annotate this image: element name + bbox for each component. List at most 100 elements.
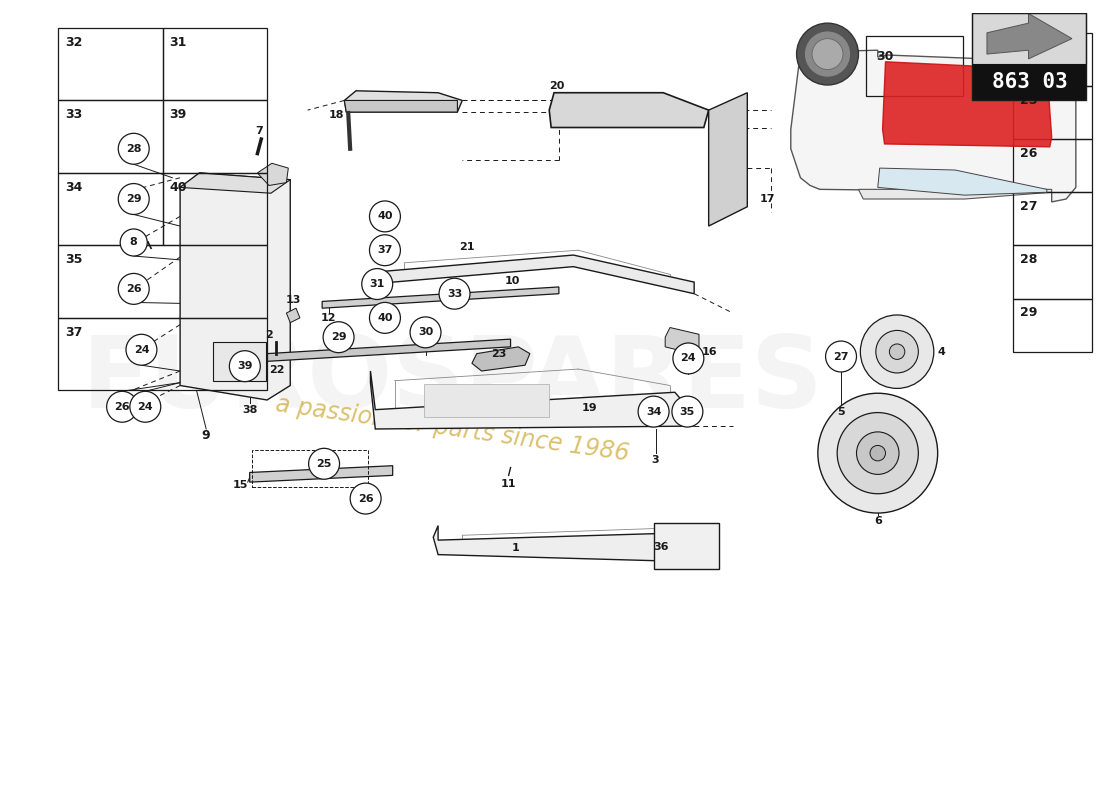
Text: 13: 13: [286, 295, 300, 306]
Text: 20: 20: [549, 81, 564, 90]
Circle shape: [857, 432, 899, 474]
Circle shape: [796, 23, 858, 85]
Polygon shape: [666, 327, 698, 352]
Circle shape: [890, 344, 905, 359]
Bar: [163, 173, 267, 246]
Text: 3: 3: [651, 455, 659, 465]
Text: 26: 26: [125, 284, 142, 294]
Circle shape: [309, 448, 340, 479]
Text: 16: 16: [702, 346, 717, 357]
Circle shape: [826, 341, 857, 372]
Bar: [58, 246, 267, 318]
Text: 2: 2: [265, 330, 273, 340]
Polygon shape: [858, 190, 1052, 199]
Text: 39: 39: [238, 361, 253, 371]
Text: 7: 7: [255, 126, 263, 136]
Circle shape: [1024, 46, 1056, 78]
Bar: [58, 173, 163, 246]
Bar: [1013, 246, 1092, 298]
Text: EUROSPARES: EUROSPARES: [81, 332, 824, 429]
Text: 24: 24: [138, 402, 153, 412]
Bar: [1013, 298, 1092, 352]
Circle shape: [119, 274, 150, 304]
Text: 39: 39: [169, 108, 187, 121]
Text: 27: 27: [1020, 200, 1037, 213]
Text: 26: 26: [1020, 147, 1037, 160]
Text: 26: 26: [114, 402, 130, 412]
Bar: [1013, 139, 1092, 192]
Circle shape: [410, 317, 441, 348]
Text: 17: 17: [760, 194, 775, 204]
Text: 863 03: 863 03: [991, 72, 1067, 92]
Bar: [972, 14, 1087, 64]
Text: 8: 8: [130, 238, 138, 247]
Bar: [213, 342, 266, 381]
Text: 40: 40: [377, 313, 393, 323]
Text: 18: 18: [329, 110, 344, 120]
Text: 38: 38: [242, 405, 257, 414]
Text: 37: 37: [377, 246, 393, 255]
Bar: [252, 450, 367, 487]
Polygon shape: [180, 173, 290, 194]
Circle shape: [370, 234, 400, 266]
Circle shape: [870, 446, 886, 461]
Circle shape: [817, 394, 937, 513]
Circle shape: [439, 278, 470, 309]
Text: 29: 29: [331, 332, 346, 342]
Polygon shape: [791, 50, 1076, 202]
Bar: [972, 64, 1087, 101]
Bar: [163, 101, 267, 173]
Polygon shape: [344, 90, 462, 112]
Text: 26: 26: [358, 494, 373, 503]
Text: 30: 30: [418, 327, 433, 338]
Circle shape: [362, 269, 393, 299]
Text: 10: 10: [505, 276, 520, 286]
Circle shape: [119, 134, 150, 164]
Text: 27: 27: [834, 351, 849, 362]
Polygon shape: [180, 173, 290, 400]
Bar: [58, 318, 267, 390]
Text: 11: 11: [500, 479, 516, 490]
Circle shape: [130, 391, 161, 422]
Circle shape: [350, 483, 381, 514]
Text: 33: 33: [447, 289, 462, 298]
Text: 37: 37: [65, 326, 82, 338]
Text: 34: 34: [65, 181, 82, 194]
Circle shape: [672, 396, 703, 427]
Text: 40: 40: [169, 181, 187, 194]
Text: 35: 35: [65, 253, 82, 266]
Circle shape: [120, 229, 147, 256]
Text: 29: 29: [125, 194, 142, 204]
Text: 29: 29: [1020, 306, 1037, 319]
Text: 21: 21: [460, 242, 475, 252]
Bar: [866, 36, 962, 96]
Polygon shape: [371, 371, 694, 429]
Bar: [163, 28, 267, 101]
Polygon shape: [472, 347, 530, 371]
Circle shape: [1016, 38, 1064, 85]
Polygon shape: [433, 526, 714, 562]
Polygon shape: [549, 93, 708, 127]
Text: 25: 25: [317, 458, 332, 469]
Circle shape: [370, 201, 400, 232]
Text: 5: 5: [837, 406, 845, 417]
Circle shape: [876, 330, 918, 373]
Text: 12: 12: [321, 313, 337, 323]
Text: 6: 6: [873, 516, 882, 526]
Circle shape: [837, 413, 918, 494]
Circle shape: [860, 315, 934, 389]
Text: 31: 31: [169, 36, 187, 49]
Text: 31: 31: [370, 279, 385, 289]
Circle shape: [119, 183, 150, 214]
Bar: [58, 101, 163, 173]
Polygon shape: [987, 14, 1072, 59]
Polygon shape: [250, 466, 393, 482]
Text: 24: 24: [681, 354, 696, 363]
Text: 25: 25: [1020, 94, 1037, 106]
Bar: [653, 522, 719, 569]
Circle shape: [1009, 31, 1071, 93]
Text: 33: 33: [65, 108, 82, 121]
Circle shape: [638, 396, 669, 427]
Polygon shape: [882, 62, 1052, 147]
Text: 24: 24: [133, 345, 150, 354]
